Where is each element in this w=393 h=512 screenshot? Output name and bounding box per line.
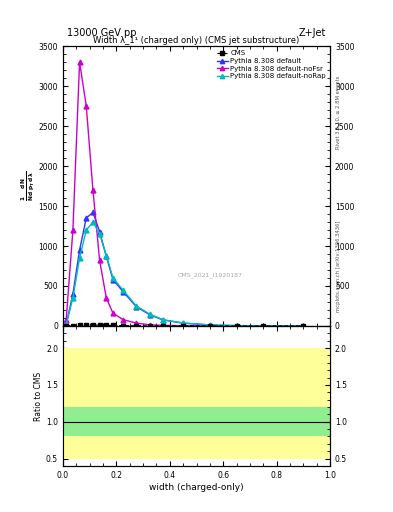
CMS bbox=[97, 322, 102, 328]
Pythia 8.308 default-noRap bbox=[147, 311, 152, 317]
CMS bbox=[71, 323, 75, 329]
CMS bbox=[261, 323, 266, 329]
Pythia 8.308 default-noFsr bbox=[77, 59, 82, 65]
Pythia 8.308 default bbox=[208, 322, 212, 328]
Pythia 8.308 default-noFsr bbox=[301, 323, 306, 329]
Pythia 8.308 default bbox=[97, 228, 102, 234]
Pythia 8.308 default bbox=[111, 276, 116, 283]
Pythia 8.308 default bbox=[147, 312, 152, 318]
Pythia 8.308 default bbox=[64, 322, 69, 328]
Text: CMS_2021_I1920187: CMS_2021_I1920187 bbox=[177, 273, 242, 279]
Text: Rivet 3.1.10, ≥ 2.8M events: Rivet 3.1.10, ≥ 2.8M events bbox=[336, 76, 341, 150]
Pythia 8.308 default-noRap bbox=[121, 287, 125, 293]
Pythia 8.308 default-noRap bbox=[301, 323, 306, 329]
Y-axis label: $\mathbf{\frac{1}{N}\frac{dN}{d\,p_T\,d\,\lambda}}$: $\mathbf{\frac{1}{N}\frac{dN}{d\,p_T\,d\… bbox=[20, 171, 37, 201]
CMS bbox=[111, 323, 116, 329]
Pythia 8.308 default bbox=[301, 323, 306, 329]
Bar bbox=[63, 348, 330, 459]
Text: mcplots.cern.ch [arXiv:1306.3436]: mcplots.cern.ch [arXiv:1306.3436] bbox=[336, 221, 341, 312]
Pythia 8.308 default-noFsr bbox=[261, 323, 266, 329]
Pythia 8.308 default-noFsr bbox=[208, 323, 212, 329]
Pythia 8.308 default bbox=[121, 289, 125, 295]
Pythia 8.308 default-noFsr bbox=[91, 187, 95, 193]
Legend: CMS, Pythia 8.308 default, Pythia 8.308 default-noFsr, Pythia 8.308 default-noRa: CMS, Pythia 8.308 default, Pythia 8.308 … bbox=[214, 48, 329, 82]
X-axis label: width (charged-only): width (charged-only) bbox=[149, 482, 244, 492]
Pythia 8.308 default-noRap bbox=[208, 322, 212, 328]
Pythia 8.308 default-noRap bbox=[77, 255, 82, 261]
CMS bbox=[84, 322, 89, 328]
Text: 13000 GeV pp: 13000 GeV pp bbox=[67, 28, 136, 38]
Pythia 8.308 default bbox=[181, 320, 185, 326]
Pythia 8.308 default-noRap bbox=[261, 323, 266, 329]
Pythia 8.308 default-noFsr bbox=[147, 322, 152, 328]
Pythia 8.308 default bbox=[104, 253, 108, 260]
Pythia 8.308 default bbox=[71, 291, 75, 297]
Line: Pythia 8.308 default: Pythia 8.308 default bbox=[64, 210, 306, 328]
CMS bbox=[121, 323, 125, 329]
Pythia 8.308 default-noFsr bbox=[181, 323, 185, 329]
CMS bbox=[64, 323, 69, 329]
Pythia 8.308 default-noRap bbox=[181, 320, 185, 326]
Pythia 8.308 default-noRap bbox=[91, 219, 95, 225]
Pythia 8.308 default-noFsr bbox=[234, 323, 239, 329]
Pythia 8.308 default-noFsr bbox=[71, 227, 75, 233]
CMS bbox=[301, 323, 306, 329]
CMS bbox=[147, 323, 152, 329]
Pythia 8.308 default-noRap bbox=[71, 295, 75, 301]
Pythia 8.308 default-noFsr bbox=[111, 310, 116, 316]
Bar bbox=[63, 407, 330, 436]
Pythia 8.308 default bbox=[234, 323, 239, 329]
Pythia 8.308 default bbox=[261, 323, 266, 329]
Pythia 8.308 default bbox=[77, 247, 82, 253]
Pythia 8.308 default-noFsr bbox=[121, 316, 125, 323]
Pythia 8.308 default-noFsr bbox=[97, 258, 102, 264]
Title: Width λ_1¹ (charged only) (CMS jet substructure): Width λ_1¹ (charged only) (CMS jet subst… bbox=[94, 36, 299, 45]
Line: Pythia 8.308 default-noFsr: Pythia 8.308 default-noFsr bbox=[64, 59, 306, 328]
Pythia 8.308 default-noFsr bbox=[161, 322, 165, 328]
Pythia 8.308 default-noFsr bbox=[134, 320, 139, 326]
Text: Z+Jet: Z+Jet bbox=[299, 28, 326, 38]
Y-axis label: Ratio to CMS: Ratio to CMS bbox=[34, 371, 43, 420]
CMS bbox=[134, 323, 139, 329]
Pythia 8.308 default-noRap bbox=[104, 252, 108, 259]
CMS bbox=[77, 322, 82, 328]
Pythia 8.308 default-noRap bbox=[64, 322, 69, 328]
Pythia 8.308 default-noFsr bbox=[104, 295, 108, 301]
Pythia 8.308 default-noRap bbox=[111, 275, 116, 281]
Pythia 8.308 default-noRap bbox=[84, 227, 89, 233]
Line: CMS: CMS bbox=[64, 323, 305, 328]
CMS bbox=[161, 323, 165, 329]
CMS bbox=[234, 323, 239, 329]
Pythia 8.308 default-noRap bbox=[134, 303, 139, 309]
Pythia 8.308 default bbox=[84, 215, 89, 221]
CMS bbox=[91, 322, 95, 328]
Pythia 8.308 default-noRap bbox=[97, 231, 102, 237]
Line: Pythia 8.308 default-noRap: Pythia 8.308 default-noRap bbox=[64, 220, 306, 328]
Pythia 8.308 default bbox=[91, 209, 95, 216]
CMS bbox=[104, 322, 108, 328]
Pythia 8.308 default-noFsr bbox=[84, 103, 89, 109]
Pythia 8.308 default-noRap bbox=[234, 323, 239, 329]
Pythia 8.308 default bbox=[134, 304, 139, 310]
CMS bbox=[181, 323, 185, 329]
CMS bbox=[208, 323, 212, 329]
Pythia 8.308 default-noFsr bbox=[64, 316, 69, 323]
Pythia 8.308 default bbox=[161, 317, 165, 323]
Pythia 8.308 default-noRap bbox=[161, 316, 165, 323]
